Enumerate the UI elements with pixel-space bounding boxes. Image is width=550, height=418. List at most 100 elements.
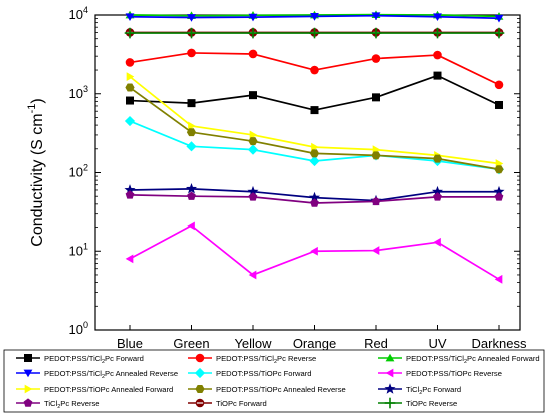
axes: 100 101 102 103 104 Blue Green Yellow Orange Red U… xyxy=(69,5,527,351)
series-6-point xyxy=(371,246,380,255)
y-tick-label: 102 xyxy=(69,163,88,180)
legend-label: PEDOT:PSS/TiOPc Reverse xyxy=(406,369,502,378)
legend-swatch-marker xyxy=(384,397,396,409)
series-6-point xyxy=(310,246,318,256)
legend-item: PEDOT:PSS/TiOPc Annealed Reverse xyxy=(188,385,346,394)
series-7-point xyxy=(311,142,319,152)
legend-swatch-marker xyxy=(23,369,33,378)
series-12-point xyxy=(370,27,382,39)
legend-item: TiCl2Pc Reverse xyxy=(16,398,100,410)
legend-box xyxy=(3,349,545,413)
series-8-point xyxy=(494,165,504,174)
series-1-point xyxy=(126,96,134,105)
series-7-point xyxy=(188,121,196,131)
series-8-point xyxy=(125,83,135,92)
legend-swatch-marker xyxy=(24,354,32,362)
series-10-point xyxy=(371,196,381,206)
series-4-point xyxy=(494,14,504,23)
series-4-point xyxy=(310,13,319,21)
series-2-point xyxy=(310,65,319,75)
series-6 xyxy=(125,221,503,284)
series-1-point xyxy=(433,71,442,80)
series-9-point xyxy=(493,185,505,197)
series-9-point xyxy=(431,185,444,197)
y-axis-title: Conductivity (S cm-1) xyxy=(26,98,46,246)
series-2-point xyxy=(433,50,442,60)
x-tick-label: Blue xyxy=(117,336,143,351)
y-tick-label: 101 xyxy=(69,241,88,258)
series-6-point xyxy=(248,270,257,280)
series-8-point xyxy=(186,128,197,137)
series-4-point xyxy=(433,13,442,22)
series-10 xyxy=(125,190,504,207)
legend-swatch-marker xyxy=(24,384,33,394)
x-tick-label: Orange xyxy=(293,336,336,351)
legend-item: TiCl2Pc Forward xyxy=(378,383,461,396)
series-8 xyxy=(125,83,504,174)
legend-item: PEDOT:PSS/TiOPc Annealed Forward xyxy=(16,384,173,394)
series-12 xyxy=(124,27,505,39)
legend-item: PEDOT:PSS/TiCl2Pc Annealed Reverse xyxy=(16,369,178,380)
series-5-point xyxy=(247,144,259,155)
series-9-point xyxy=(185,183,198,194)
legend-swatch-marker xyxy=(385,368,394,378)
series-12-point xyxy=(124,27,136,39)
legend-swatch-marker xyxy=(23,398,33,407)
series-4-point xyxy=(371,12,381,20)
series-12-point xyxy=(493,27,505,39)
series-10-point xyxy=(125,190,135,199)
series-4-point xyxy=(187,14,196,22)
series-10-point xyxy=(433,192,442,201)
series-2-point xyxy=(248,49,258,59)
plot-frame xyxy=(94,14,521,331)
series-8-point xyxy=(248,137,258,146)
series-1-line xyxy=(129,74,500,111)
series-12-point xyxy=(186,27,197,39)
series-9-point xyxy=(247,185,259,197)
series-10-point xyxy=(248,192,258,201)
y-axis-label: Conductivity (S cm-1) xyxy=(26,98,46,246)
series-4 xyxy=(125,12,504,23)
x-tick-label: Red xyxy=(364,336,388,351)
series-12-point xyxy=(247,27,259,39)
legend-label: PEDOT:PSS/TiOPc Annealed Forward xyxy=(44,385,173,394)
series-2-point xyxy=(125,58,135,67)
series-7-point xyxy=(249,130,258,140)
series-6-point xyxy=(433,237,441,247)
series-9-point xyxy=(124,184,136,195)
series-10-point xyxy=(310,198,319,207)
x-tick-label: Yellow xyxy=(234,336,272,351)
series-6-point xyxy=(187,221,195,231)
series-4-point xyxy=(248,13,258,22)
y-tick-label: 103 xyxy=(69,84,88,101)
series-2-point xyxy=(494,80,504,90)
y-tick-label: 104 xyxy=(69,5,88,22)
series-8-point xyxy=(371,151,381,160)
plot-area xyxy=(94,14,521,331)
legend-label: TiCl2Pc Reverse xyxy=(44,399,100,410)
legend-label: PEDOT:PSS/TiCl2Pc Reverse xyxy=(216,354,316,365)
legend-item: PEDOT:PSS/TiCl2Pc Annealed Forward xyxy=(378,353,540,365)
series-5-point xyxy=(186,141,197,152)
legend-item: TiOPc Forward xyxy=(188,398,267,408)
series-1-point xyxy=(372,93,380,102)
series-1 xyxy=(126,71,503,115)
series-2 xyxy=(125,48,504,90)
series-6-point xyxy=(494,274,503,284)
series-10-point xyxy=(187,191,196,200)
legend-swatch-marker xyxy=(195,353,205,363)
series-1-point xyxy=(495,100,503,109)
legend: PEDOT:PSS/TiCl2Pc Forward PEDOT:PSS/TiCl2… xyxy=(3,349,545,413)
series-4-point xyxy=(125,13,135,22)
legend-swatch-marker xyxy=(194,367,206,379)
series-12-point xyxy=(432,27,443,39)
series-5-point xyxy=(124,115,136,127)
legend-label: PEDOT:PSS/TiCl2Pc Annealed Reverse xyxy=(44,369,178,380)
series-12-point xyxy=(309,27,320,39)
legend-swatch-marker xyxy=(384,383,396,394)
series-2-point xyxy=(187,48,196,58)
series-layer xyxy=(124,10,505,284)
series-6-point xyxy=(125,254,134,264)
series-9-point xyxy=(308,191,321,203)
x-tick-label: UV xyxy=(428,336,446,351)
